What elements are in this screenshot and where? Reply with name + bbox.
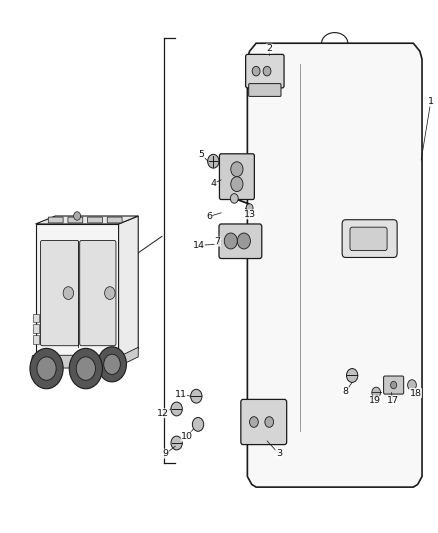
Circle shape	[231, 162, 243, 176]
Text: 11: 11	[175, 390, 187, 399]
Polygon shape	[35, 224, 119, 360]
Circle shape	[250, 417, 258, 427]
Text: 17: 17	[387, 396, 399, 405]
Circle shape	[246, 204, 253, 212]
Circle shape	[408, 379, 417, 390]
FancyBboxPatch shape	[342, 220, 397, 257]
Circle shape	[346, 368, 358, 382]
Circle shape	[263, 66, 271, 76]
Circle shape	[69, 349, 102, 389]
FancyBboxPatch shape	[48, 217, 63, 223]
FancyBboxPatch shape	[246, 54, 284, 88]
Circle shape	[372, 387, 381, 398]
Polygon shape	[35, 216, 138, 224]
Circle shape	[76, 357, 95, 380]
Bar	[33, 335, 39, 344]
Circle shape	[171, 402, 182, 416]
Circle shape	[391, 381, 397, 389]
Text: 18: 18	[410, 389, 421, 398]
Text: 4: 4	[210, 179, 216, 188]
Circle shape	[191, 389, 202, 403]
Circle shape	[237, 233, 251, 249]
FancyBboxPatch shape	[241, 399, 287, 445]
FancyBboxPatch shape	[219, 224, 262, 259]
Text: 8: 8	[343, 387, 349, 396]
Circle shape	[231, 176, 243, 191]
FancyBboxPatch shape	[40, 240, 79, 346]
FancyBboxPatch shape	[80, 240, 116, 346]
Polygon shape	[247, 43, 422, 487]
FancyBboxPatch shape	[88, 217, 102, 223]
Circle shape	[98, 347, 127, 382]
Text: 14: 14	[192, 241, 205, 250]
Circle shape	[252, 66, 260, 76]
Circle shape	[63, 287, 74, 300]
Bar	[33, 314, 39, 322]
Circle shape	[192, 417, 204, 431]
Circle shape	[171, 436, 182, 450]
Circle shape	[208, 155, 219, 168]
Circle shape	[224, 233, 237, 249]
Text: 13: 13	[244, 210, 257, 219]
Text: 9: 9	[163, 449, 169, 458]
Circle shape	[230, 193, 238, 203]
Text: 5: 5	[198, 150, 205, 159]
Circle shape	[30, 349, 63, 389]
Text: 7: 7	[215, 237, 221, 246]
Text: 12: 12	[157, 409, 169, 418]
FancyBboxPatch shape	[249, 84, 281, 96]
FancyBboxPatch shape	[32, 356, 124, 368]
FancyBboxPatch shape	[107, 217, 122, 223]
Text: 10: 10	[181, 432, 193, 441]
Polygon shape	[119, 216, 138, 360]
Text: 3: 3	[276, 449, 282, 458]
Text: 19: 19	[369, 396, 381, 405]
Circle shape	[265, 417, 274, 427]
FancyBboxPatch shape	[384, 376, 404, 394]
Polygon shape	[119, 348, 138, 367]
FancyBboxPatch shape	[350, 227, 387, 251]
Circle shape	[105, 287, 115, 300]
Text: 1: 1	[428, 97, 434, 106]
Circle shape	[74, 212, 81, 220]
FancyBboxPatch shape	[68, 217, 83, 223]
Text: 6: 6	[206, 212, 212, 221]
Bar	[33, 325, 39, 333]
Text: 2: 2	[266, 44, 272, 53]
FancyBboxPatch shape	[219, 154, 254, 199]
Circle shape	[104, 354, 120, 374]
Circle shape	[37, 357, 56, 380]
